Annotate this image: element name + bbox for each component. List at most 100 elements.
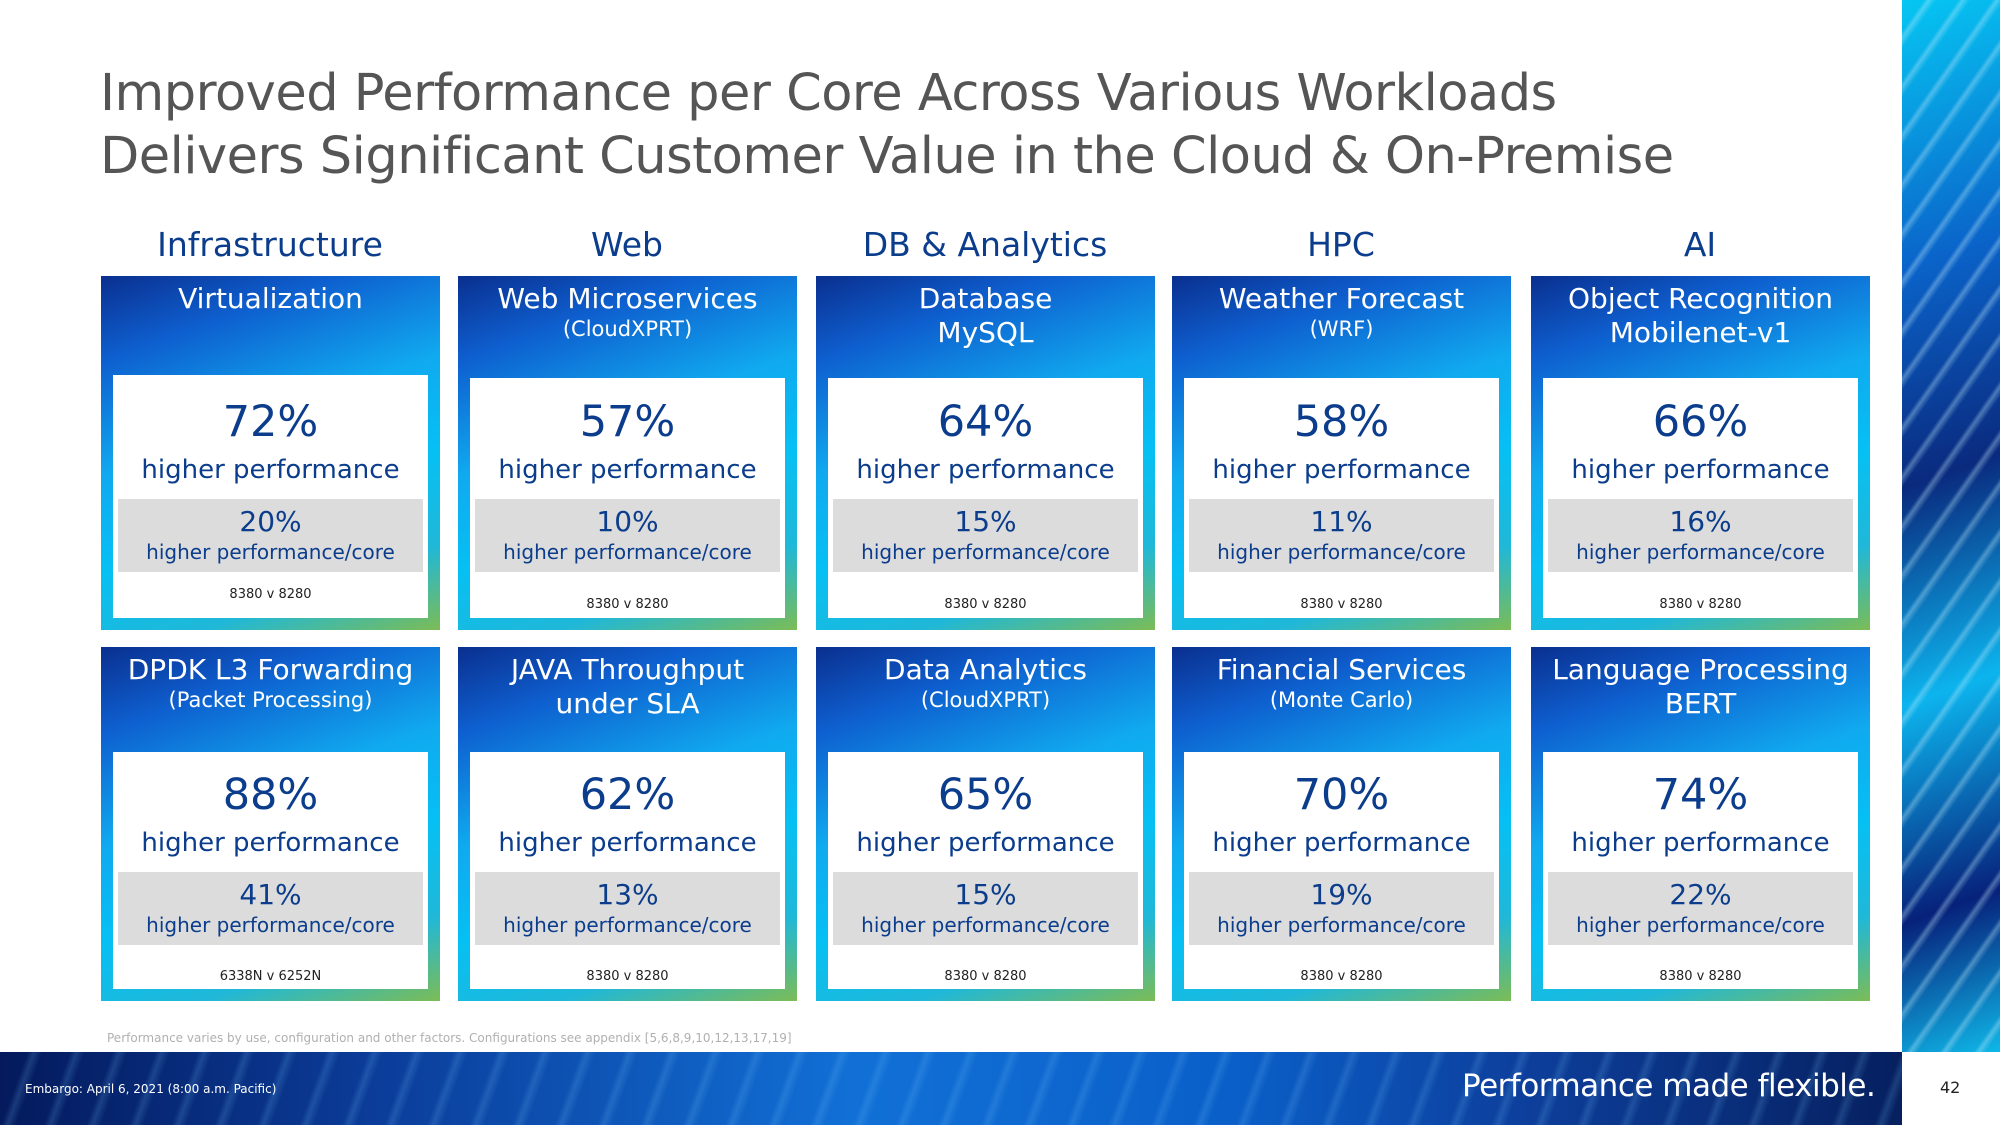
cpu-comparison: 6338N v 6252N [219, 969, 322, 984]
decorative-swirl-band [1902, 0, 2000, 1052]
cpu-comparison: 8380 v 8280 [944, 969, 1027, 984]
footnote: Performance varies by use, configuration… [107, 1031, 792, 1045]
performance-gain-label: higher performance [498, 455, 757, 485]
card-language-processing: Language Processing BERT 74% higher perf… [1531, 647, 1870, 1001]
per-core-label: higher performance/core [1217, 540, 1466, 564]
title-line-2: Delivers Significant Customer Value in t… [100, 127, 1674, 186]
performance-gain: 62% [579, 770, 676, 820]
card-java-throughput: JAVA Throughput under SLA 62% higher per… [458, 647, 797, 1001]
per-core-panel: 41% higher performance/core [118, 872, 423, 945]
cpu-comparison: 8380 v 8280 [1659, 597, 1742, 612]
card-header: Weather Forecast (WRF) [1172, 282, 1511, 342]
card-result-panel: 65% higher performance 15% higher perfor… [828, 752, 1143, 989]
card-title: Data Analytics [884, 653, 1087, 686]
swirl-pattern [0, 1052, 1902, 1125]
per-core-panel: 13% higher performance/core [475, 872, 780, 945]
per-core-gain: 20% [239, 505, 302, 538]
card-dpdk-l3-forwarding: DPDK L3 Forwarding (Packet Processing) 8… [101, 647, 440, 1001]
per-core-panel: 16% higher performance/core [1548, 499, 1853, 572]
performance-gain-label: higher performance [1212, 455, 1471, 485]
card-title: Weather Forecast [1218, 282, 1465, 315]
card-subtitle: (CloudXPRT) [920, 688, 1051, 712]
performance-gain-label: higher performance [856, 455, 1115, 485]
performance-gain-label: higher performance [1212, 828, 1471, 858]
performance-gain: 65% [937, 770, 1034, 820]
swirl-pattern [1902, 0, 2000, 1052]
card-weather-forecast: Weather Forecast (WRF) 58% higher perfor… [1172, 276, 1511, 630]
per-core-gain: 41% [239, 878, 302, 911]
card-result-panel: 74% higher performance 22% higher perfor… [1543, 752, 1858, 989]
per-core-gain: 11% [1310, 505, 1373, 538]
card-title: Database [918, 282, 1053, 315]
page-number-box: 42 [1902, 1052, 2000, 1125]
card-title-line-2: MySQL [937, 316, 1034, 349]
card-title: Financial Services [1216, 653, 1467, 686]
cpu-comparison: 8380 v 8280 [1300, 969, 1383, 984]
performance-gain: 74% [1652, 770, 1749, 820]
per-core-label: higher performance/core [1217, 913, 1466, 937]
per-core-label: higher performance/core [1576, 913, 1825, 937]
card-object-recognition: Object Recognition Mobilenet-v1 66% high… [1531, 276, 1870, 630]
category-hpc: HPC [1307, 225, 1375, 264]
per-core-gain: 16% [1669, 505, 1732, 538]
brand-tagline: Performance made flexible. [1462, 1068, 1876, 1104]
card-result-panel: 72% higher performance 20% higher perfor… [113, 375, 428, 618]
performance-gain-label: higher performance [856, 828, 1115, 858]
per-core-label: higher performance/core [146, 540, 395, 564]
card-title: Object Recognition [1568, 282, 1833, 315]
cpu-comparison: 8380 v 8280 [229, 587, 312, 602]
cpu-comparison: 8380 v 8280 [1659, 969, 1742, 984]
per-core-gain: 10% [596, 505, 659, 538]
card-title: DPDK L3 Forwarding [127, 653, 414, 686]
card-header: Virtualization [101, 282, 440, 316]
performance-gain: 57% [579, 397, 676, 447]
card-title-line-2: Mobilenet-v1 [1609, 316, 1792, 349]
per-core-gain: 22% [1669, 878, 1732, 911]
per-core-panel: 19% higher performance/core [1189, 872, 1494, 945]
card-title: Web Microservices [497, 282, 758, 315]
card-result-panel: 70% higher performance 19% higher perfor… [1184, 752, 1499, 989]
cpu-comparison: 8380 v 8280 [944, 597, 1027, 612]
card-database-mysql: Database MySQL 64% higher performance 15… [816, 276, 1155, 630]
per-core-label: higher performance/core [861, 913, 1110, 937]
cpu-comparison: 8380 v 8280 [586, 597, 669, 612]
performance-gain-label: higher performance [1571, 828, 1830, 858]
per-core-gain: 15% [954, 878, 1017, 911]
performance-gain: 66% [1652, 397, 1749, 447]
performance-gain: 88% [222, 770, 319, 820]
category-ai: AI [1683, 225, 1717, 264]
performance-gain-label: higher performance [1571, 455, 1830, 485]
per-core-panel: 20% higher performance/core [118, 499, 423, 572]
card-result-panel: 66% higher performance 16% higher perfor… [1543, 378, 1858, 618]
card-header: Financial Services (Monte Carlo) [1172, 653, 1511, 713]
per-core-panel: 11% higher performance/core [1189, 499, 1494, 572]
performance-gain: 64% [937, 397, 1034, 447]
card-header: Data Analytics (CloudXPRT) [816, 653, 1155, 713]
card-result-panel: 62% higher performance 13% higher perfor… [470, 752, 785, 989]
card-financial-services: Financial Services (Monte Carlo) 70% hig… [1172, 647, 1511, 1001]
card-subtitle: (Packet Processing) [168, 688, 373, 712]
card-data-analytics: Data Analytics (CloudXPRT) 65% higher pe… [816, 647, 1155, 1001]
card-result-panel: 57% higher performance 10% higher perfor… [470, 378, 785, 618]
performance-gain-label: higher performance [498, 828, 757, 858]
cpu-comparison: 8380 v 8280 [1300, 597, 1383, 612]
per-core-label: higher performance/core [146, 913, 395, 937]
card-header: Database MySQL [816, 282, 1155, 350]
per-core-label: higher performance/core [861, 540, 1110, 564]
per-core-label: higher performance/core [503, 913, 752, 937]
per-core-panel: 22% higher performance/core [1548, 872, 1853, 945]
per-core-label: higher performance/core [1576, 540, 1825, 564]
category-infrastructure: Infrastructure [157, 225, 383, 264]
per-core-panel: 15% higher performance/core [833, 872, 1138, 945]
performance-gain: 70% [1293, 770, 1390, 820]
per-core-gain: 13% [596, 878, 659, 911]
card-title-line-2: under SLA [555, 687, 700, 720]
card-virtualization: Virtualization 72% higher performance 20… [101, 276, 440, 630]
per-core-panel: 10% higher performance/core [475, 499, 780, 572]
per-core-label: higher performance/core [503, 540, 752, 564]
per-core-gain: 15% [954, 505, 1017, 538]
card-title: Language Processing [1552, 653, 1849, 686]
card-subtitle: (Monte Carlo) [1269, 688, 1414, 712]
performance-gain: 58% [1293, 397, 1390, 447]
card-result-panel: 58% higher performance 11% higher perfor… [1184, 378, 1499, 618]
